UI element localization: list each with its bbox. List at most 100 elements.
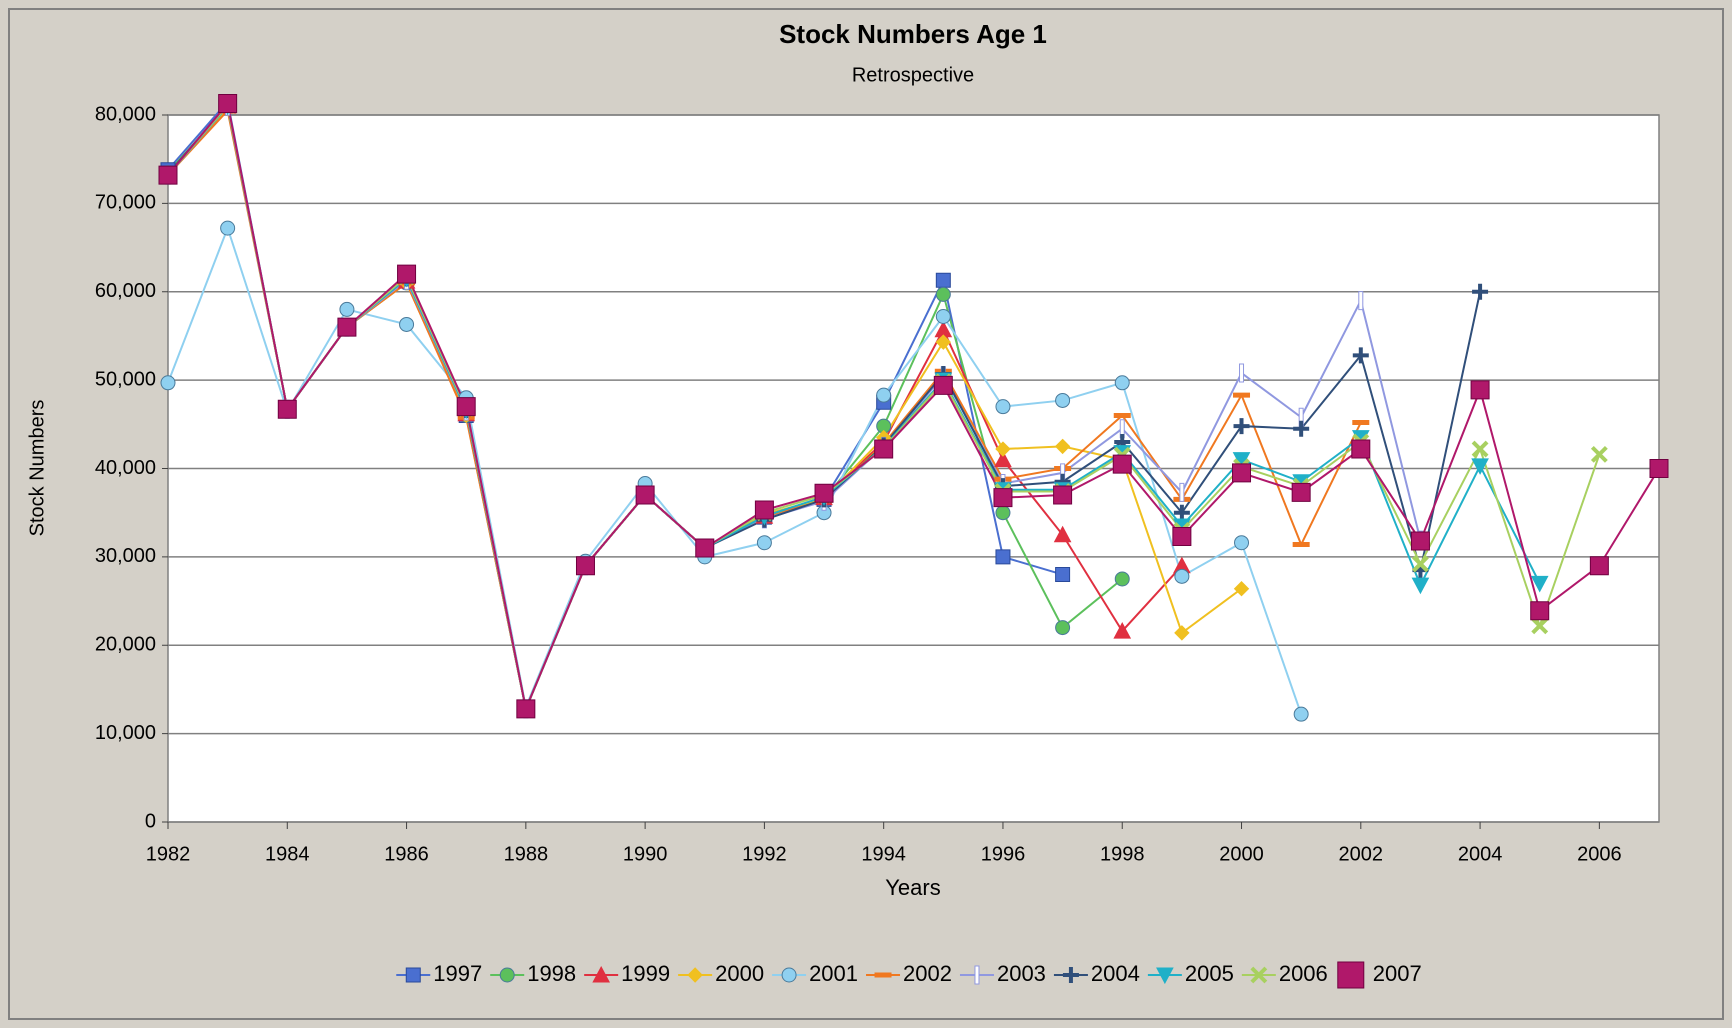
marker [575, 556, 595, 576]
x-tick-label: 2004 [1458, 843, 1503, 865]
x-tick-label: 1998 [1100, 843, 1145, 865]
x-axis-label: Years [885, 875, 940, 900]
marker [876, 387, 892, 403]
y-tick-label: 80,000 [95, 103, 156, 125]
marker [1232, 463, 1252, 483]
marker [405, 967, 421, 983]
y-tick-label: 30,000 [95, 545, 156, 567]
marker [1291, 482, 1311, 502]
y-tick-label: 50,000 [95, 368, 156, 390]
marker [1062, 967, 1079, 983]
marker [1174, 568, 1190, 584]
y-tick-label: 70,000 [95, 192, 156, 214]
marker [1530, 575, 1549, 593]
marker [974, 965, 980, 985]
y-tick-label: 60,000 [95, 280, 156, 302]
x-tick-label: 1984 [265, 843, 310, 865]
legend-label: 2004 [1091, 961, 1140, 986]
marker [781, 967, 797, 983]
marker [1233, 392, 1251, 398]
marker [1173, 504, 1190, 521]
marker [499, 967, 515, 983]
x-tick-label: 2006 [1577, 843, 1622, 865]
marker [456, 397, 476, 417]
marker [754, 500, 774, 520]
marker [935, 334, 952, 350]
chart-title: Stock Numbers Age 1 [779, 19, 1047, 49]
marker [218, 94, 238, 114]
marker [1053, 485, 1073, 505]
marker [339, 301, 355, 317]
marker [1292, 542, 1310, 548]
legend: 1997 1998 1999 2000 2001 2002 2003 2004 2005 2006… [396, 961, 1422, 989]
y-tick-label: 20,000 [95, 634, 156, 656]
marker [1055, 392, 1071, 408]
marker [876, 418, 892, 434]
marker [756, 535, 772, 551]
marker [994, 450, 1012, 468]
marker [1053, 525, 1072, 543]
marker [814, 483, 834, 503]
marker [399, 316, 415, 332]
x-tick-label: 1982 [146, 843, 191, 865]
marker [1531, 617, 1549, 635]
marker [1233, 418, 1250, 435]
x-tick-label: 1988 [504, 843, 549, 865]
marker [337, 317, 357, 337]
marker [1054, 438, 1071, 455]
y-tick-label: 0 [145, 810, 156, 832]
marker [1411, 577, 1430, 595]
x-tick-label: 1992 [742, 843, 787, 865]
marker [1590, 445, 1608, 463]
x-tick-label: 2002 [1339, 843, 1384, 865]
marker [1114, 571, 1130, 587]
marker [995, 399, 1011, 415]
marker [1233, 580, 1250, 597]
marker [993, 488, 1013, 508]
marker [695, 538, 715, 558]
x-tick-label: 1986 [384, 843, 429, 865]
marker [1234, 535, 1250, 551]
marker [1172, 527, 1192, 547]
legend-label: 2003 [997, 961, 1046, 986]
marker [1351, 439, 1371, 459]
marker [592, 965, 610, 983]
series-line [167, 101, 1660, 713]
chart-subtitle: Retrospective [852, 64, 974, 86]
legend-label: 2007 [1373, 961, 1422, 986]
marker [1174, 625, 1190, 641]
x-tick-label: 1996 [981, 843, 1026, 865]
marker [1530, 601, 1550, 621]
marker [1239, 363, 1245, 383]
y-axis-label: Stock Numbers [26, 400, 48, 537]
marker [1470, 380, 1490, 400]
marker [1471, 458, 1489, 475]
marker [1113, 412, 1131, 418]
marker [1293, 420, 1310, 437]
marker [1250, 966, 1268, 984]
marker [1589, 556, 1609, 576]
marker [1179, 482, 1185, 502]
marker [516, 699, 536, 719]
marker [397, 264, 417, 284]
marker [635, 485, 655, 505]
legend-label: 2001 [809, 961, 858, 986]
x-tick-label: 2000 [1219, 843, 1264, 865]
marker [995, 549, 1011, 565]
legend-label: 1999 [621, 961, 670, 986]
marker [874, 439, 894, 459]
marker [995, 505, 1011, 521]
marker [935, 286, 951, 302]
marker [158, 165, 178, 185]
marker [816, 505, 832, 521]
x-tick-label: 1994 [861, 843, 906, 865]
marker [1412, 555, 1429, 573]
marker [687, 967, 703, 983]
y-tick-label: 40,000 [95, 457, 156, 479]
marker [1358, 291, 1364, 311]
legend-label: 2005 [1185, 961, 1234, 986]
legend-label: 1998 [527, 961, 576, 986]
y-tick-label: 10,000 [95, 722, 156, 744]
marker [935, 309, 951, 324]
series-line [167, 225, 1303, 715]
